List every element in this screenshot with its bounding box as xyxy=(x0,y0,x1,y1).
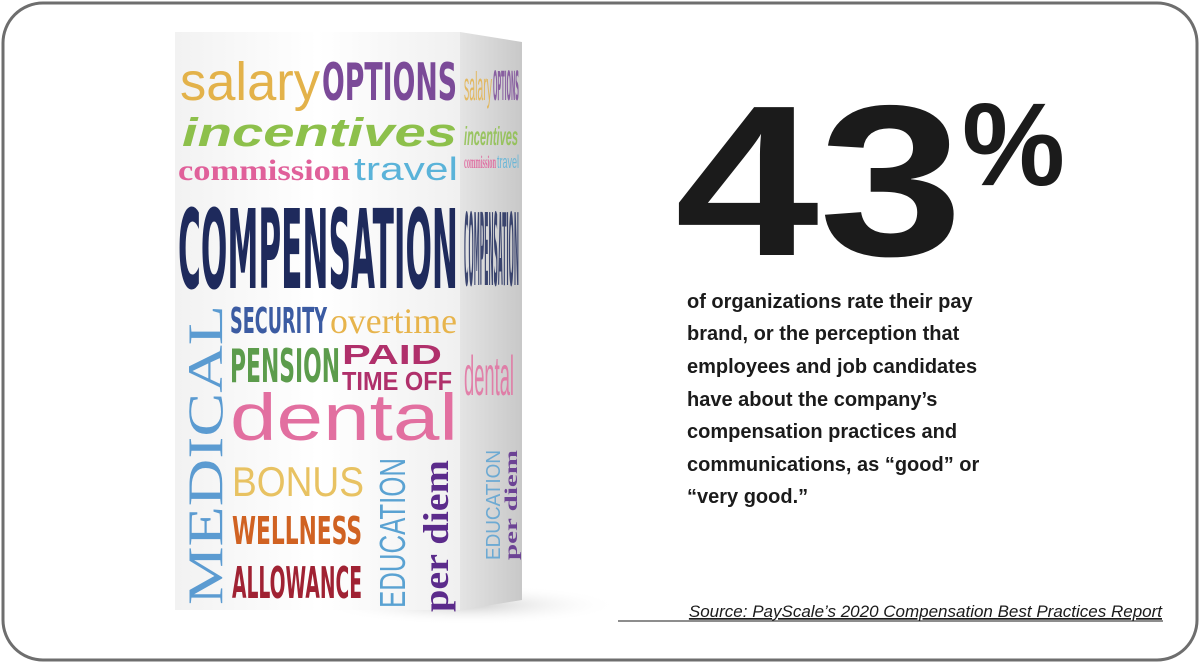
stat-number: 43 xyxy=(675,60,963,301)
box-side-word: per diem xyxy=(501,450,521,560)
box-side-word: dental xyxy=(464,344,514,407)
box-side-word: salary xyxy=(464,65,492,109)
box-word: dental xyxy=(230,380,458,454)
box-word: TIME OFF xyxy=(342,366,452,396)
box-side-word: OPTIONS xyxy=(493,64,519,110)
box-word: ALLOWANCE xyxy=(232,558,362,609)
box-word: overtime xyxy=(330,301,457,341)
box-side-word: travel xyxy=(497,152,519,172)
box-side xyxy=(460,32,522,610)
stat-description: of organizations rate their pay brand, o… xyxy=(687,291,979,508)
box-word: EDUCATION xyxy=(372,458,413,608)
box-word: per diem xyxy=(416,460,456,612)
description-line: have about the company’s xyxy=(687,389,937,411)
box-front-words: salary OPTIONS incentives commission tra… xyxy=(177,52,458,612)
box-side-word: COMPENSATION xyxy=(464,192,519,309)
box-side-word: EDUCATION xyxy=(483,450,505,560)
description-line: brand, or the perception that xyxy=(687,323,960,345)
box-word: MEDICAL xyxy=(177,305,233,605)
box-word: BONUS xyxy=(232,458,364,505)
box-word: PAID xyxy=(342,339,442,370)
box-side-words: salary OPTIONS incentives commission tra… xyxy=(464,64,521,560)
description-line: “very good.” xyxy=(687,486,808,508)
box-word: commission xyxy=(178,154,350,187)
source-note: Source: PayScale’s 2020 Compensation Bes… xyxy=(689,602,1163,621)
description-line: compensation practices and xyxy=(687,421,957,443)
box-side-word: incentives xyxy=(464,121,518,151)
box-word: PENSION xyxy=(230,339,340,393)
box-front xyxy=(175,32,460,610)
box-word: SECURITY xyxy=(230,301,327,342)
description-line: of organizations rate their pay xyxy=(687,291,973,313)
box-word: OPTIONS xyxy=(322,53,457,113)
box-word: salary xyxy=(180,52,320,112)
description-line: employees and job candidates xyxy=(687,356,977,378)
box-word: incentives xyxy=(182,111,457,155)
stat-unit: % xyxy=(962,79,1065,211)
box-word: COMPENSATION xyxy=(178,186,458,314)
box-word: travel xyxy=(354,151,458,187)
description-line: communications, as “good” or xyxy=(687,454,979,476)
box-side-word: commission xyxy=(464,152,496,172)
box-word: WELLNESS xyxy=(232,509,362,553)
